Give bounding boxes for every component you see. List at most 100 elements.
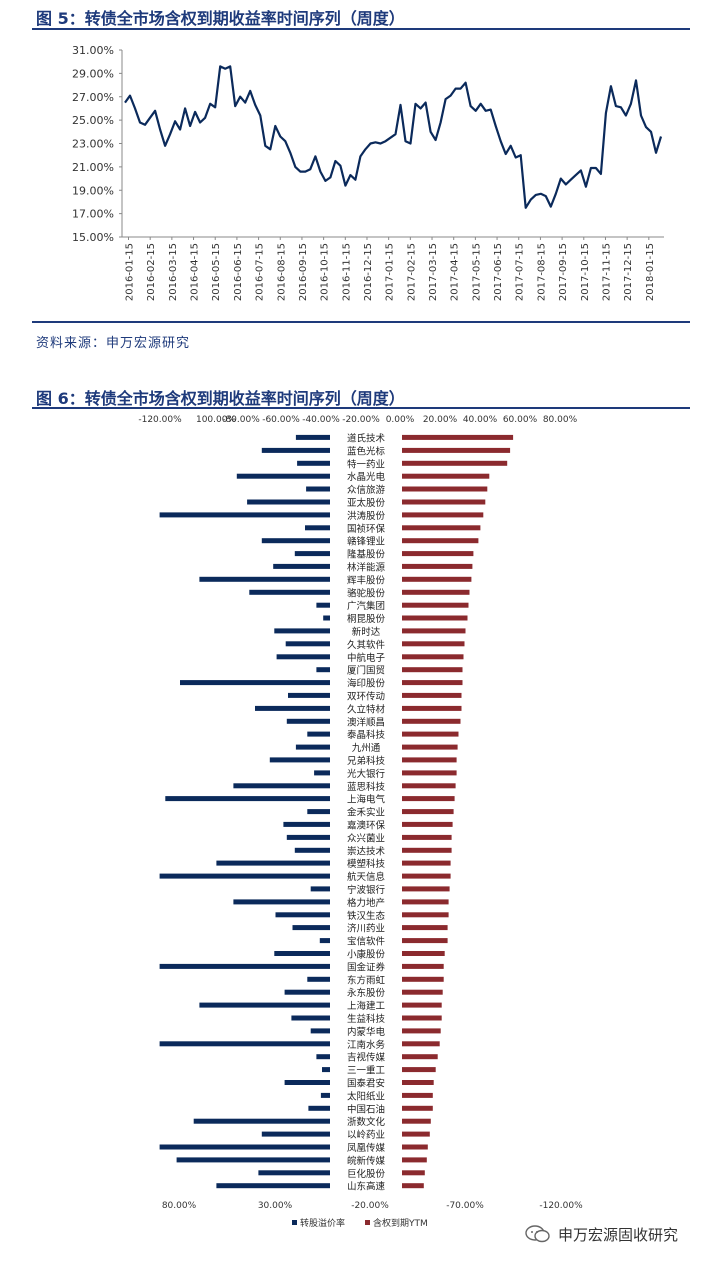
x-tick-label: 2017-06-15 [493,243,504,301]
premium-bar [286,834,330,840]
x-tick-label: 2016-04-15 [190,243,201,301]
ytm-bar [402,680,463,686]
x-tick-label: 2016-12-15 [363,243,374,301]
ytm-bar [402,1170,425,1176]
top-axis-label: 100.00% [196,415,236,425]
premium-bar [261,538,330,544]
ytm-bar [402,834,452,840]
category-label: 宝信软件 [347,936,386,948]
category-label: 凤凰传媒 [347,1142,386,1154]
category-label: 双环传动 [347,690,385,702]
premium-bar [159,963,330,969]
category-label: 国祯环保 [347,523,386,535]
ytm-bar [402,899,449,905]
premium-bar [307,976,330,982]
source-note: 资料来源：申万宏源研究 [36,336,191,351]
legend-swatch-premium [292,1220,297,1225]
premium-bar [236,473,330,479]
ytm-bar [402,667,463,673]
top-axis-label: 20.00% [423,415,458,425]
ytm-bar [402,1015,442,1021]
premium-bar [159,1144,330,1150]
y-tick-label: 25.00% [72,114,114,127]
category-label: 九州通 [352,742,381,754]
ytm-bar [402,512,484,518]
category-label: 内蒙华电 [347,1026,386,1038]
y-tick-label: 23.00% [72,138,114,151]
category-label: 崇达技术 [347,845,386,857]
top-axis-label: -20.00% [342,415,380,425]
premium-bar [297,460,330,466]
top-axis-label: -80.00% [222,415,260,425]
category-label: 宁波银行 [347,884,386,896]
ytm-bar [402,692,462,698]
premium-bar [233,899,330,905]
ytm-bar [402,1028,441,1034]
ytm-bar [402,925,448,931]
x-tick-label: 2017-02-15 [406,243,417,301]
ytm-bar [402,860,451,866]
category-label: 众信旅游 [347,484,386,496]
category-label: 生益科技 [347,1013,386,1025]
figure-5-bottom-rule [32,321,690,323]
category-label: 航天信息 [347,871,385,883]
x-tick-label: 2017-10-15 [580,243,591,301]
ytm-bar [402,1054,438,1060]
premium-bar [288,692,330,698]
ytm-bar [402,1105,433,1111]
category-label: 上海建工 [347,1000,386,1012]
category-label: 太阳纸业 [347,1090,385,1102]
premium-bar [274,951,330,956]
top-axis-label: 40.00% [463,415,498,425]
premium-bar [305,525,330,531]
category-label: 洪涛股份 [347,510,386,522]
category-label: 广汽集团 [347,600,385,612]
premium-bar [294,551,330,557]
bottom-axis-label: 80.00% [162,1201,197,1211]
premium-bar [295,744,330,750]
category-label: 特一药业 [347,458,385,470]
category-label: 三一重工 [347,1065,386,1077]
category-label: 巨化股份 [347,1168,386,1180]
category-label: 中国石油 [347,1103,385,1115]
premium-bar [316,1054,330,1060]
figure-5-title: 图 5：转债全市场含权到期收益率时间序列（周度） [36,9,405,28]
premium-bar [314,770,330,776]
legend-label-premium: 转股溢价率 [300,1217,345,1229]
bar-chart: -120.00% 100.00%-80.00% -60.00% -40.00% -20.… [138,415,583,1229]
x-tick-label: 2017-09-15 [558,243,569,301]
ytm-bar [402,873,451,879]
top-axis-label: 80.00% [543,415,578,425]
ytm-bar [402,538,479,544]
bottom-axis-label: -20.00% [351,1201,389,1211]
ytm-bar [402,602,469,608]
figure-6-title: 图 6：转债全市场含权到期收益率时间序列（周度） [36,389,405,408]
premium-bar [216,860,330,866]
category-label: 水晶光电 [347,471,386,483]
figure-5-top-rule [32,28,690,30]
x-tick-label: 2018-01-15 [645,243,656,301]
top-axis-label: -60.00% [262,415,300,425]
line-chart: 15.00% 17.00% 19.00% 21.00% 23.00% 25.00% 27.0… [72,44,664,301]
y-tick-label: 27.00% [72,91,114,104]
premium-bar [291,1015,330,1021]
ytm-bar [402,1041,440,1047]
x-tick-label: 2016-05-15 [211,243,222,301]
category-label: 模塑科技 [347,858,386,870]
premium-bar [159,873,330,879]
premium-bar [199,576,330,582]
premium-bar [216,1183,330,1189]
ytm-bar [402,1080,434,1085]
category-label: 小康股份 [347,949,386,961]
premium-bar [308,1105,330,1111]
premium-bar [292,925,330,931]
ytm-bar [402,628,466,634]
ytm-bar [402,447,511,453]
watermark-text: 申万宏源固收研究 [558,1226,679,1244]
ytm-bar [402,499,486,505]
ytm-bar [402,1157,427,1163]
category-label: 泰晶科技 [347,729,386,741]
category-label: 海印股份 [347,678,386,690]
ytm-bar [402,1183,424,1189]
premium-bar [316,667,330,673]
